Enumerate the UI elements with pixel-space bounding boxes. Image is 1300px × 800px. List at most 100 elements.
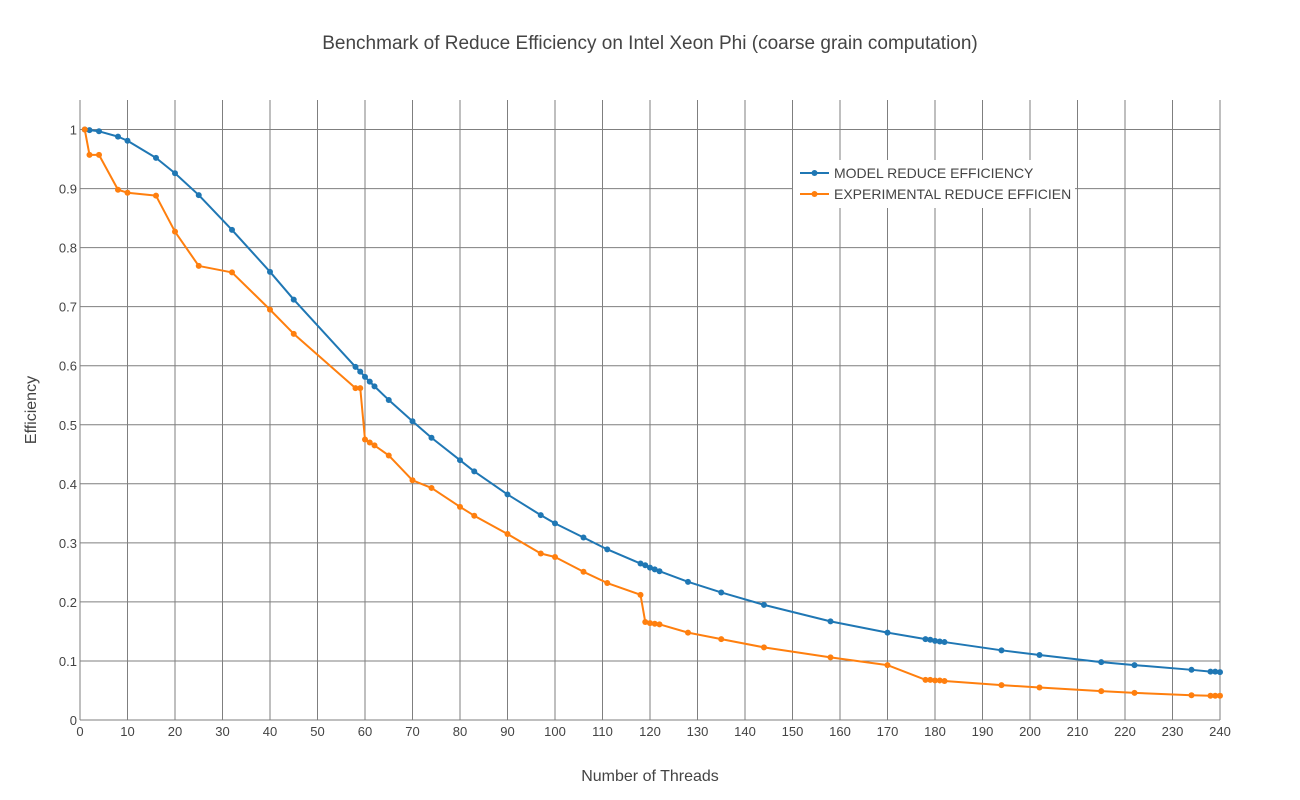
series-model[interactable] — [81, 126, 1223, 676]
data-point[interactable] — [884, 662, 891, 669]
data-point[interactable] — [96, 151, 102, 158]
data-point[interactable] — [457, 503, 463, 510]
data-point[interactable] — [471, 512, 478, 519]
data-point[interactable] — [352, 363, 359, 370]
data-point[interactable] — [1188, 692, 1195, 699]
data-point[interactable] — [637, 591, 644, 598]
data-point[interactable] — [124, 137, 131, 144]
data-point[interactable] — [998, 647, 1005, 654]
series-experimental[interactable] — [81, 126, 1223, 699]
data-point[interactable] — [656, 568, 663, 575]
data-point[interactable] — [927, 636, 934, 643]
data-point[interactable] — [86, 151, 93, 158]
data-point[interactable] — [1207, 668, 1214, 675]
data-point[interactable] — [428, 434, 435, 441]
data-point[interactable] — [718, 636, 725, 643]
legend[interactable]: MODEL REDUCE EFFICIENCY EXPERIMENTAL RED… — [793, 160, 1075, 208]
data-point[interactable] — [884, 629, 891, 636]
data-point[interactable] — [922, 636, 929, 643]
data-point[interactable] — [195, 262, 202, 269]
data-point[interactable] — [922, 676, 929, 683]
data-point[interactable] — [580, 568, 587, 575]
data-point[interactable] — [362, 436, 368, 443]
data-point[interactable] — [1131, 689, 1138, 696]
data-point[interactable] — [637, 560, 644, 567]
data-point[interactable] — [761, 601, 767, 608]
data-point[interactable] — [685, 629, 691, 636]
data-point[interactable] — [651, 620, 658, 627]
data-point[interactable] — [685, 578, 691, 585]
data-point[interactable] — [409, 418, 416, 425]
data-point[interactable] — [385, 396, 392, 403]
data-point[interactable] — [1217, 669, 1223, 676]
data-point[interactable] — [195, 192, 202, 199]
data-point[interactable] — [504, 531, 511, 537]
data-point[interactable] — [537, 550, 544, 557]
data-point[interactable] — [457, 457, 463, 464]
data-point[interactable] — [357, 368, 364, 375]
data-point[interactable] — [647, 620, 653, 627]
data-point[interactable] — [827, 618, 834, 625]
data-point[interactable] — [604, 580, 611, 587]
data-point[interactable] — [290, 330, 297, 337]
data-point[interactable] — [352, 385, 359, 392]
data-point[interactable] — [362, 373, 368, 380]
data-point[interactable] — [1188, 666, 1195, 673]
data-point[interactable] — [1212, 692, 1219, 699]
data-point[interactable] — [229, 226, 235, 233]
data-point[interactable] — [366, 378, 373, 385]
data-point[interactable] — [647, 564, 653, 571]
data-point[interactable] — [656, 621, 663, 628]
data-point[interactable] — [998, 682, 1005, 689]
data-point[interactable] — [115, 186, 121, 193]
data-point[interactable] — [552, 520, 558, 527]
data-point[interactable] — [941, 678, 948, 685]
data-point[interactable] — [153, 154, 159, 161]
data-point[interactable] — [552, 554, 558, 561]
data-point[interactable] — [96, 128, 102, 135]
data-point[interactable] — [124, 189, 131, 196]
data-point[interactable] — [428, 484, 435, 491]
data-point[interactable] — [267, 268, 273, 275]
data-point[interactable] — [229, 269, 235, 276]
data-point[interactable] — [827, 654, 834, 661]
data-point[interactable] — [1098, 659, 1105, 666]
data-point[interactable] — [290, 296, 297, 303]
data-point[interactable] — [537, 512, 544, 519]
data-point[interactable] — [153, 192, 159, 199]
data-point[interactable] — [81, 126, 88, 133]
data-point[interactable] — [172, 170, 178, 177]
data-point[interactable] — [1212, 668, 1219, 675]
data-point[interactable] — [371, 442, 378, 449]
data-point[interactable] — [1036, 684, 1043, 691]
data-point[interactable] — [761, 644, 767, 651]
data-point[interactable] — [471, 468, 478, 475]
data-point[interactable] — [927, 676, 934, 683]
data-point[interactable] — [1131, 662, 1138, 669]
legend-item-experimental[interactable]: EXPERIMENTAL REDUCE EFFICIEN — [800, 186, 1071, 202]
data-point[interactable] — [1207, 692, 1214, 699]
data-point[interactable] — [1217, 692, 1223, 699]
data-point[interactable] — [371, 383, 378, 390]
data-point[interactable] — [604, 546, 611, 553]
data-point[interactable] — [409, 477, 416, 484]
data-point[interactable] — [267, 306, 273, 313]
data-point[interactable] — [366, 439, 373, 446]
data-point[interactable] — [504, 491, 511, 498]
data-point[interactable] — [718, 589, 725, 596]
data-point[interactable] — [651, 566, 658, 573]
data-point[interactable] — [172, 228, 178, 235]
data-point[interactable] — [385, 452, 392, 459]
data-point[interactable] — [580, 534, 587, 541]
data-point[interactable] — [1036, 652, 1043, 659]
data-point[interactable] — [642, 562, 649, 569]
data-point[interactable] — [936, 677, 943, 684]
data-point[interactable] — [941, 639, 948, 646]
data-point[interactable] — [932, 677, 938, 684]
data-point[interactable] — [357, 385, 364, 392]
data-point[interactable] — [936, 638, 943, 645]
data-point[interactable] — [86, 127, 93, 134]
legend-item-model[interactable]: MODEL REDUCE EFFICIENCY — [800, 165, 1034, 181]
data-point[interactable] — [932, 637, 938, 644]
data-point[interactable] — [115, 133, 121, 140]
